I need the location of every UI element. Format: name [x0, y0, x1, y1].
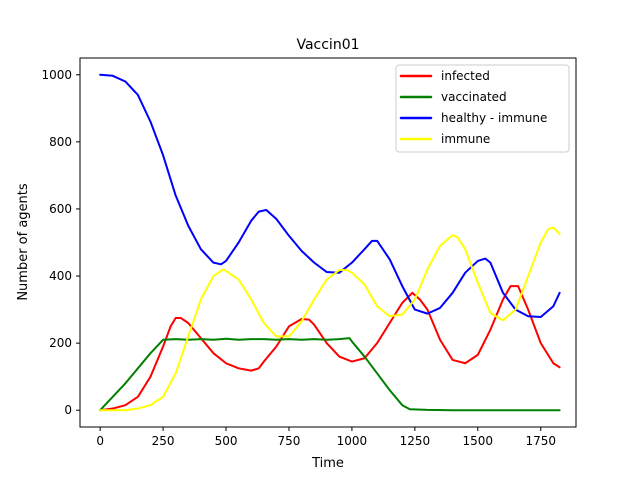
x-tick-label: 0: [96, 434, 104, 448]
series-line-vaccinated: [99, 337, 561, 412]
y-tick-label: 400: [49, 269, 72, 283]
x-tick-label: 250: [152, 434, 175, 448]
legend-label-healthy---immune: healthy - immune: [441, 111, 547, 125]
legend-label-immune: immune: [441, 132, 490, 146]
legend-label-infected: infected: [441, 69, 490, 83]
legend: infected vaccinated healthy - immune immune: [395, 64, 570, 153]
series-layer: [99, 73, 561, 412]
x-tick-label: 1250: [400, 434, 431, 448]
x-tick-label: 1000: [337, 434, 368, 448]
x-tick-label: 1500: [463, 434, 494, 448]
x-tick-label: 750: [278, 434, 301, 448]
legend-label-vaccinated: vaccinated: [441, 90, 507, 104]
y-tick-label: 1000: [41, 68, 72, 82]
chart-title: Vaccin01: [296, 37, 359, 53]
y-axis-ticks: 0 200 400 600 800 1000: [41, 68, 80, 417]
y-tick-label: 200: [49, 336, 72, 350]
y-tick-label: 0: [64, 403, 72, 417]
series-line-infected: [99, 285, 561, 412]
x-tick-label: 500: [215, 434, 238, 448]
series-line-healthy---immune: [99, 73, 561, 318]
x-tick-label: 1750: [525, 434, 556, 448]
y-axis-label: Number of agents: [16, 183, 31, 301]
x-axis-label: Time: [311, 456, 344, 471]
y-tick-label: 600: [49, 202, 72, 216]
x-axis-ticks: 0 250 500 750 1000 1250 1500 1750: [96, 427, 556, 448]
legend-box: [395, 64, 570, 153]
y-tick-label: 800: [49, 135, 72, 149]
series-line-immune: [99, 226, 561, 412]
